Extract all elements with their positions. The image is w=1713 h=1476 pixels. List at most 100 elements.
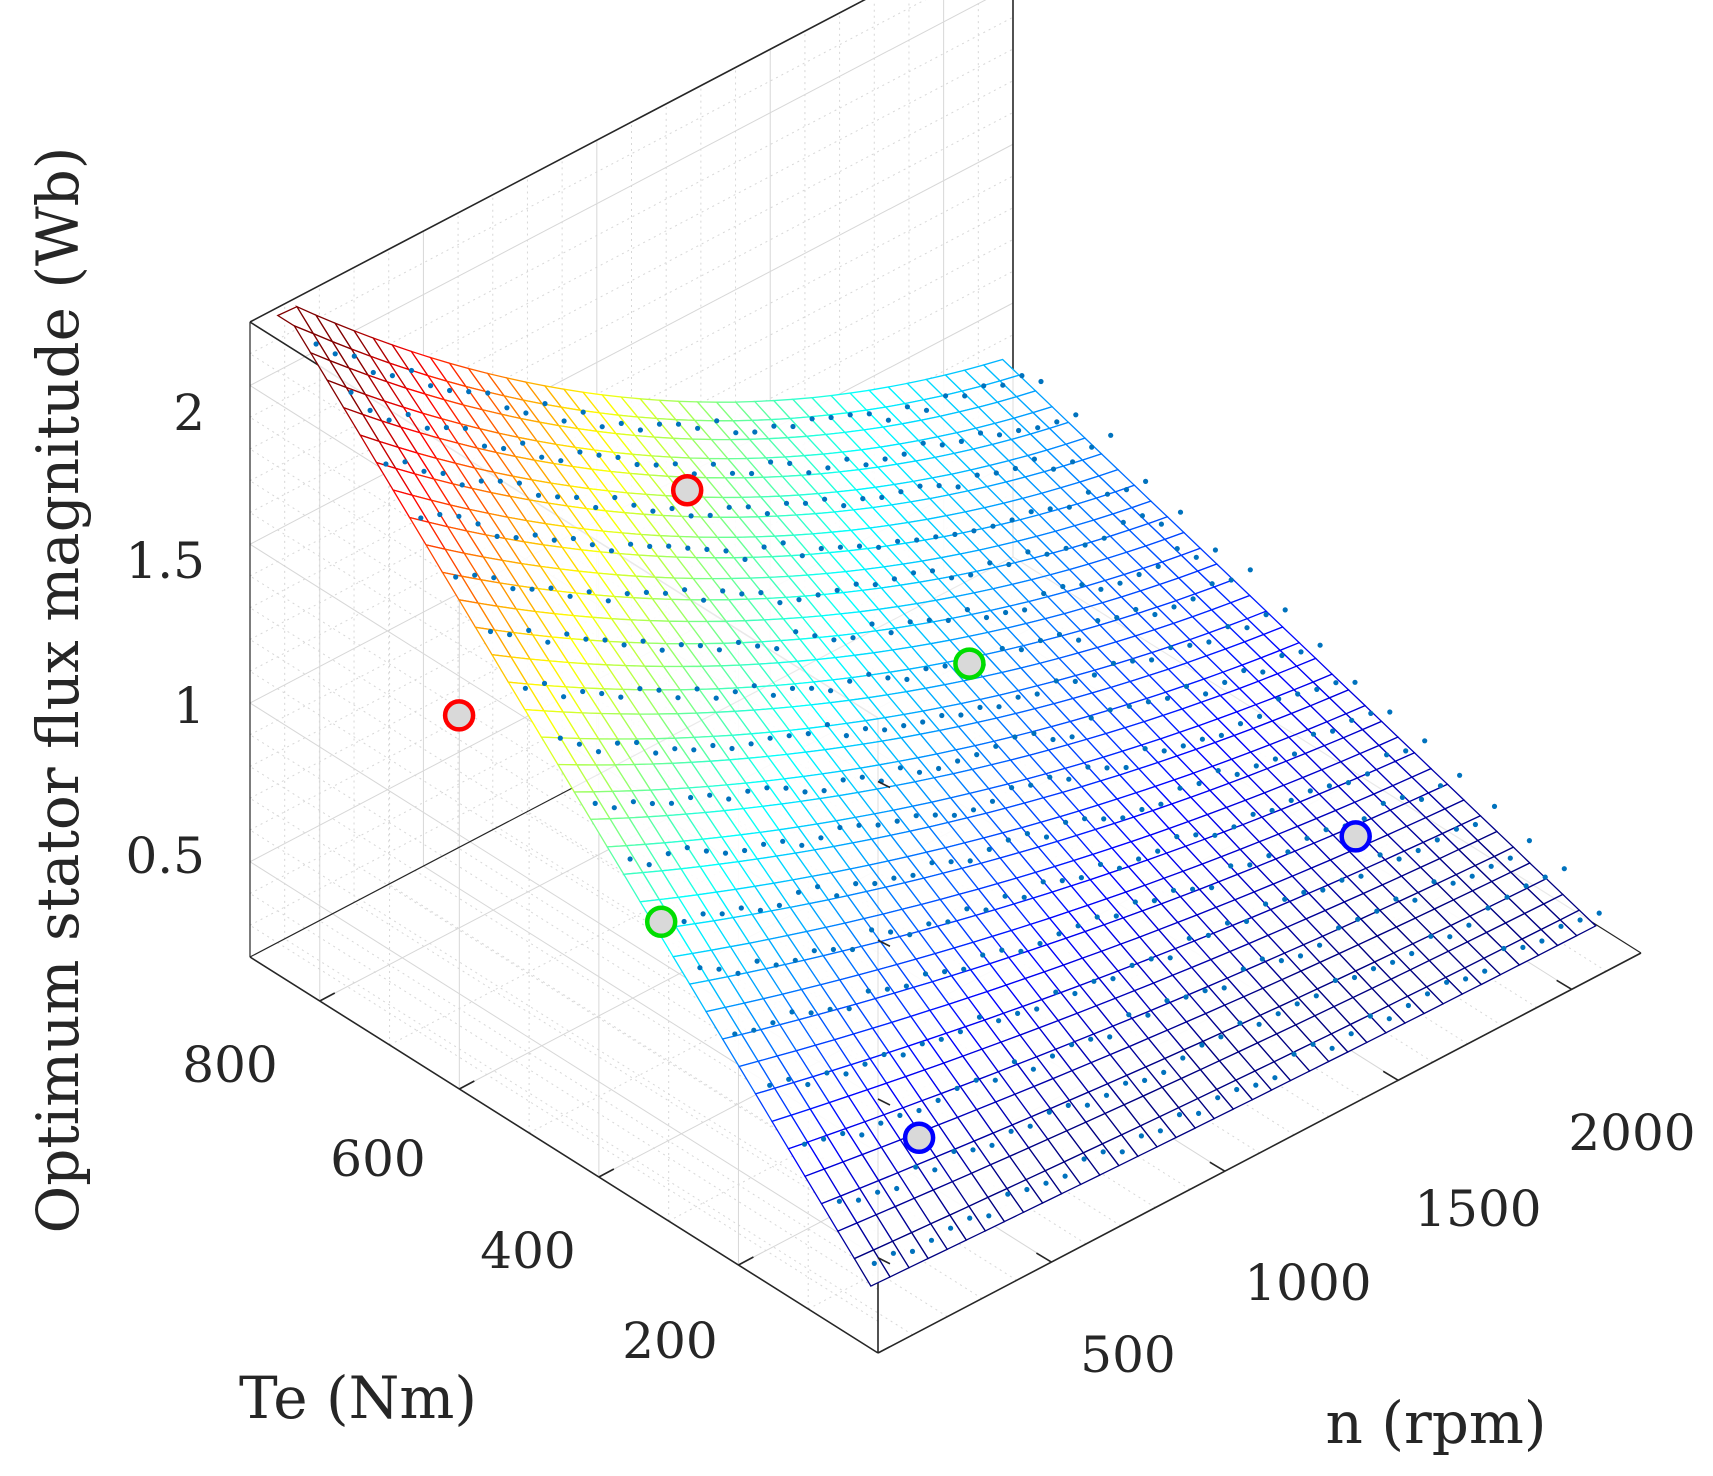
data-point [561, 418, 567, 424]
data-point [802, 789, 808, 795]
data-point [1415, 847, 1421, 854]
data-point [1082, 816, 1088, 822]
data-point [1202, 988, 1208, 994]
data-point [487, 628, 494, 635]
grid-line [284, 938, 913, 1336]
data-point [1085, 764, 1091, 770]
data-point [895, 538, 901, 544]
data-point [1002, 893, 1008, 899]
data-point [799, 842, 805, 848]
data-point [1437, 783, 1444, 789]
data-point [1164, 695, 1171, 701]
data-point [939, 712, 945, 719]
data-point [475, 521, 481, 527]
data-point [1059, 878, 1065, 884]
data-point [583, 636, 589, 642]
highlighted-points [442, 473, 1372, 1155]
data-point [1263, 901, 1269, 907]
data-point [923, 666, 929, 672]
data-point [456, 513, 462, 519]
data-point [942, 969, 948, 975]
data-point [989, 1142, 995, 1148]
data-point [564, 631, 570, 637]
data-point [875, 822, 881, 828]
data-point [1234, 1086, 1240, 1093]
grid-line [249, 512, 879, 909]
z-tick [877, 939, 891, 947]
data-point [1247, 862, 1253, 868]
data-point [520, 440, 526, 446]
data-point [996, 432, 1003, 438]
data-point [824, 722, 831, 728]
axes-edge [249, 956, 879, 1354]
data-point [951, 812, 958, 818]
data-point [1288, 797, 1294, 804]
data-point [1469, 873, 1475, 879]
data-point [777, 600, 783, 606]
data-point [1024, 831, 1030, 837]
data-point [1095, 618, 1101, 624]
data-point [929, 568, 936, 574]
data-point [1339, 877, 1345, 883]
data-point [386, 417, 392, 423]
data-point [729, 470, 736, 476]
data-point [440, 470, 446, 476]
data-point [1205, 932, 1211, 939]
data-point [1253, 763, 1259, 769]
data-point [351, 353, 357, 359]
data-point [1168, 644, 1174, 651]
data-point [1098, 586, 1104, 592]
data-point [967, 858, 973, 864]
data-point [770, 1020, 776, 1026]
data-point [1405, 1002, 1411, 1009]
data-point [1215, 768, 1221, 774]
data-point [799, 553, 805, 559]
data-point [904, 404, 911, 410]
data-point [1097, 861, 1104, 868]
data-point [615, 454, 621, 460]
data-point [675, 421, 682, 427]
data-point [1453, 826, 1459, 832]
data-point [542, 401, 548, 407]
data-point [1110, 660, 1117, 667]
data-point [1065, 1102, 1071, 1108]
data-point [1466, 922, 1472, 928]
z-tick [877, 1257, 891, 1265]
data-point [1291, 1051, 1297, 1057]
data-point [408, 367, 415, 374]
data-point [983, 614, 990, 621]
grid-line [353, 902, 983, 1299]
data-point [1005, 1191, 1011, 1197]
data-point [1228, 863, 1234, 869]
data-point [1089, 444, 1095, 450]
data-point [1256, 1021, 1262, 1027]
data-point [907, 619, 913, 625]
data-point [1101, 816, 1107, 822]
data-point [447, 387, 453, 394]
data-point [1291, 751, 1298, 757]
data-point [1126, 703, 1132, 709]
grid-line [319, 920, 948, 1318]
data-point [1043, 834, 1050, 840]
data-point [672, 461, 678, 467]
data-point [1313, 993, 1319, 999]
data-point [682, 587, 688, 593]
data-point [935, 1097, 941, 1103]
data-point [882, 456, 888, 462]
data-point [646, 862, 652, 868]
data-point [532, 532, 538, 538]
data-point [1145, 699, 1151, 705]
data-point [1170, 887, 1177, 893]
data-point [1120, 815, 1126, 821]
data-point [1323, 827, 1329, 833]
fitted-surface [276, 305, 1597, 1287]
data-point [1190, 596, 1196, 602]
grid-line [249, 766, 879, 1163]
data-point [1243, 918, 1250, 925]
data-point [656, 687, 662, 693]
data-point [1472, 821, 1478, 828]
data-point [653, 750, 659, 756]
data-point [739, 591, 745, 597]
data-point [945, 617, 951, 624]
data-point [1019, 373, 1025, 379]
